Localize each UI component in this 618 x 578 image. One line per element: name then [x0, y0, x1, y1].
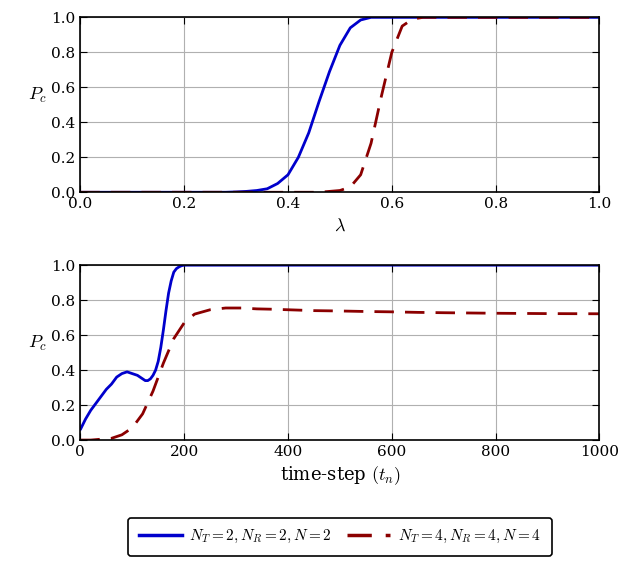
X-axis label: time-step $(t_n)$: time-step $(t_n)$	[279, 465, 400, 487]
X-axis label: $\lambda$: $\lambda$	[334, 217, 346, 235]
Y-axis label: $P_c$: $P_c$	[28, 334, 47, 353]
Legend: $N_T = 2, N_R = 2, N = 2$, $N_T = 4, N_R = 4, N = 4$: $N_T = 2, N_R = 2, N = 2$, $N_T = 4, N_R…	[128, 517, 552, 556]
Y-axis label: $P_c$: $P_c$	[28, 86, 47, 105]
